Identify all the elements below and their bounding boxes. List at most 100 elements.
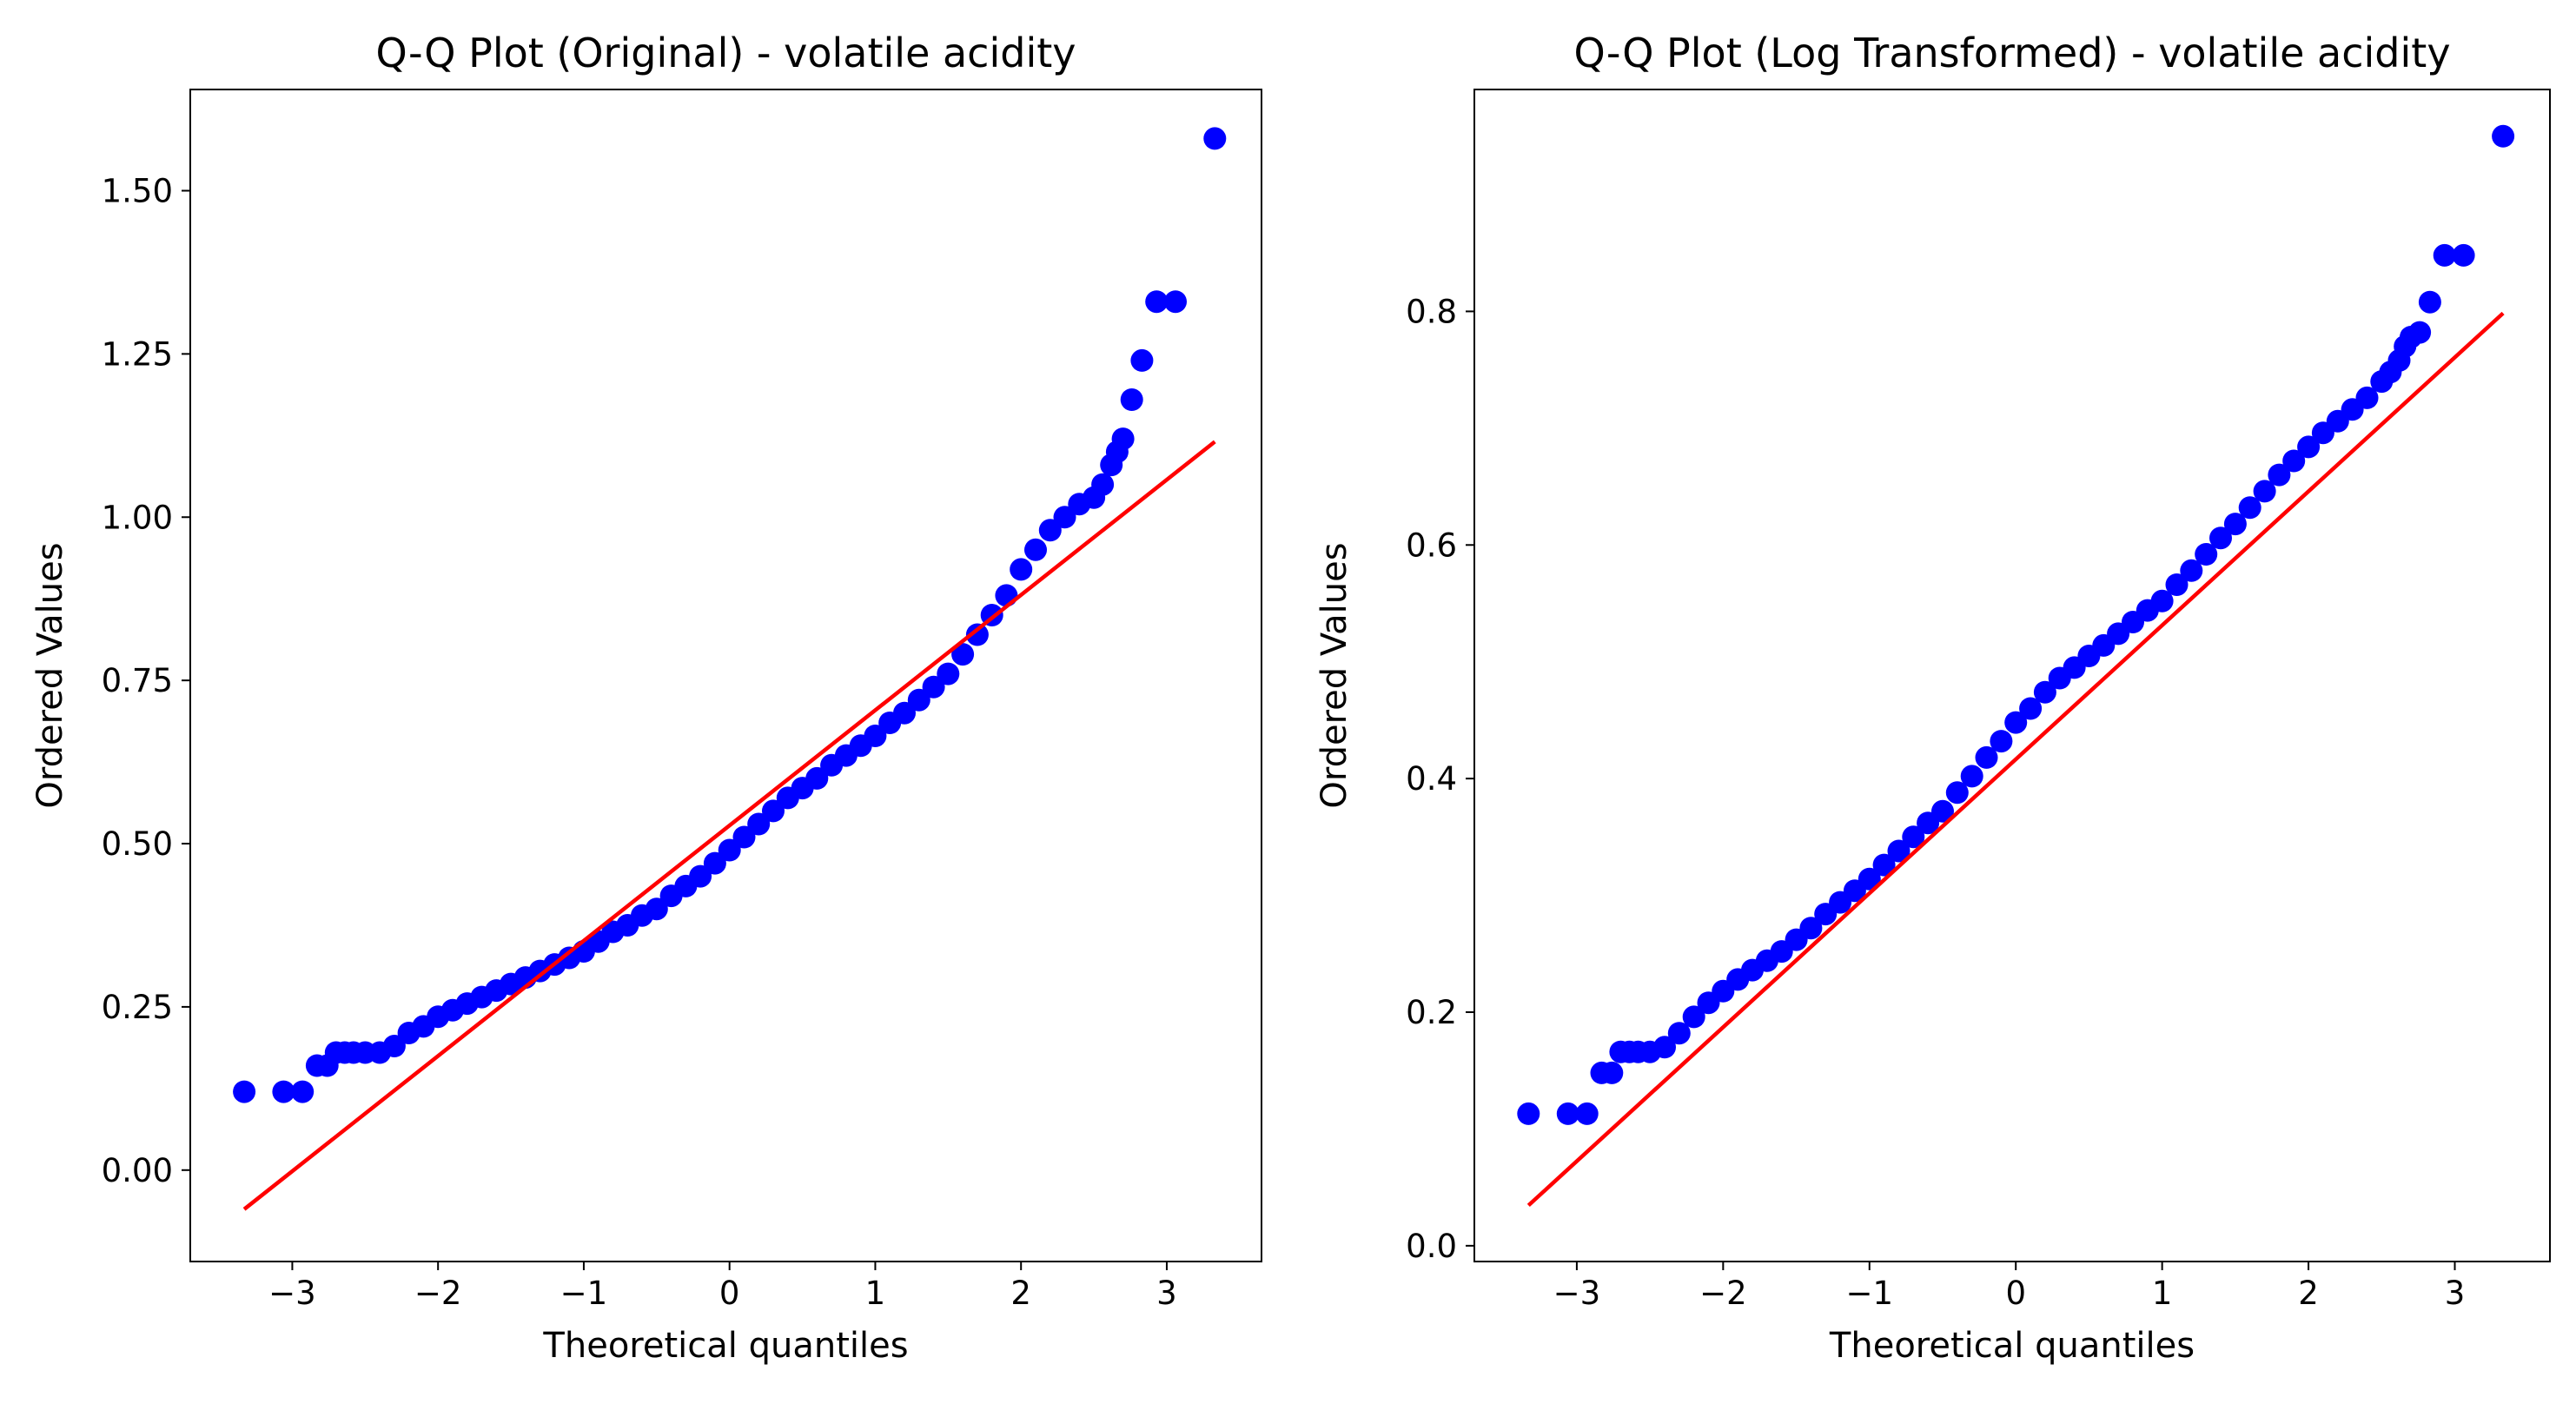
- chart-0-point: [718, 838, 741, 862]
- chart-0-y-tick-label: 0.50: [102, 825, 173, 863]
- chart-1-point: [1667, 1022, 1691, 1045]
- chart-1-y-tick-label: 0.8: [1406, 293, 1457, 330]
- chart-0-point: [747, 812, 771, 836]
- chart-1-point: [1858, 867, 1881, 891]
- chart-0-x-tick-label: 0: [719, 1275, 740, 1312]
- chart-0-point: [805, 766, 829, 790]
- chart-1-point: [2019, 697, 2043, 720]
- chart-0-point: [732, 825, 756, 849]
- chart-1-point: [2418, 290, 2441, 314]
- chart-0-point: [645, 897, 668, 921]
- chart-1-point: [1990, 730, 2013, 753]
- chart-1-x-tick-label: −3: [1553, 1275, 1601, 1312]
- chart-1-point: [1653, 1036, 1676, 1059]
- chart-0-point: [922, 675, 945, 699]
- chart-1-x-axis-label: Theoretical quantiles: [1829, 1326, 2195, 1366]
- chart-0-x-tick-label: 2: [1010, 1275, 1031, 1312]
- chart-0-x-axis-label: Theoretical quantiles: [542, 1326, 908, 1366]
- chart-0-point: [272, 1080, 295, 1103]
- chart-0-y-tick-label: 1.25: [102, 335, 173, 373]
- chart-1-point: [2355, 386, 2379, 409]
- chart-1-point: [1945, 781, 1969, 805]
- chart-1-point: [2033, 680, 2056, 704]
- chart-0-x-tick-label: 3: [1156, 1275, 1177, 1312]
- chart-1-y-axis-label: Ordered Values: [1314, 542, 1354, 808]
- qq-plot-original: −3 −2 −1 0 1 2 3 0.00 0.25 0.50 0.75 1.00 1.25 1.50 Q-…: [30, 30, 1262, 1366]
- chart-0-point: [1024, 538, 1047, 561]
- chart-0-point: [951, 643, 975, 666]
- chart-1-point: [2004, 711, 2028, 734]
- chart-1-x-tick-label: −2: [1699, 1275, 1747, 1312]
- chart-1-point: [1799, 917, 1823, 940]
- chart-0-y-tick-label: 0.00: [102, 1152, 173, 1189]
- chart-1-y-tick-label: 0.6: [1406, 526, 1457, 564]
- chart-1-point: [2238, 496, 2261, 520]
- chart-1-point: [2297, 435, 2321, 459]
- chart-0-y-tick-label: 0.25: [102, 989, 173, 1026]
- chart-1-y-tick-label: 0.2: [1406, 994, 1457, 1031]
- chart-1-point: [1975, 745, 1998, 769]
- chart-0-y-tick-label: 0.75: [102, 662, 173, 699]
- chart-0-point: [1120, 388, 1143, 411]
- chart-0-point: [1111, 427, 1135, 451]
- chart-1-point: [1682, 1005, 1705, 1029]
- chart-1-x-tick-label: 0: [2005, 1275, 2026, 1312]
- chart-0-point: [995, 584, 1018, 607]
- chart-1-point: [2408, 321, 2432, 344]
- chart-1-point: [2150, 589, 2174, 613]
- chart-0-axes-frame: [189, 89, 1262, 1262]
- chart-1-x-tick-label: −1: [1846, 1275, 1894, 1312]
- chart-0-y-tick-label: 1.50: [102, 172, 173, 209]
- chart-1-point: [1902, 825, 1925, 849]
- qq-plot-log-transformed: −3 −2 −1 0 1 2 3 0.0 0.2 0.4 0.6 0.8 Q-Q Plot (Log T…: [1314, 30, 2551, 1366]
- chart-1-y-tick-label: 0.4: [1406, 760, 1457, 798]
- chart-0-point: [762, 799, 785, 823]
- chart-0-x-tick-label: −2: [414, 1275, 462, 1312]
- chart-0-point: [937, 662, 960, 685]
- chart-0-x-tick-label: −1: [560, 1275, 608, 1312]
- chart-1-point: [1872, 853, 1896, 877]
- chart-1-point: [2195, 543, 2218, 566]
- chart-1-point: [2452, 243, 2475, 267]
- chart-1-x-tick-label: 3: [2445, 1275, 2466, 1312]
- chart-0-point: [1091, 473, 1115, 496]
- chart-1-point: [1517, 1102, 1540, 1125]
- chart-1-point: [1556, 1102, 1579, 1125]
- chart-0-point: [893, 701, 916, 725]
- chart-1-point: [2433, 243, 2456, 267]
- chart-1-point: [1931, 799, 1954, 823]
- chart-0-point: [1053, 506, 1076, 529]
- chart-0-point: [1010, 558, 1033, 581]
- chart-0-point: [907, 688, 930, 712]
- chart-0-point: [233, 1080, 256, 1103]
- chart-0-point: [1130, 348, 1154, 372]
- chart-1-point: [2165, 573, 2189, 596]
- chart-1-point: [2268, 463, 2291, 487]
- chart-1-title: Q-Q Plot (Log Transformed) - volatile ac…: [1573, 30, 2450, 76]
- chart-1-fit-line: [1526, 311, 2505, 1208]
- chart-1-point: [1575, 1102, 1599, 1125]
- chart-1-points: [1517, 124, 2515, 1125]
- chart-1-axes-frame: [1473, 89, 2551, 1262]
- chart-0-point: [703, 851, 726, 875]
- chart-0-fit-line: [242, 440, 1216, 1211]
- chart-1-point: [2180, 559, 2203, 582]
- chart-0-point: [1203, 127, 1227, 150]
- chart-0-point: [382, 1035, 406, 1057]
- chart-0-point: [689, 864, 712, 888]
- chart-0-x-tick-label: −3: [268, 1275, 316, 1312]
- chart-0-y-axis-label: Ordered Values: [30, 542, 70, 808]
- chart-0-point: [1145, 290, 1169, 314]
- chart-1-point: [2209, 526, 2232, 550]
- chart-1-point: [2223, 513, 2247, 536]
- chart-1-point: [1600, 1061, 1624, 1084]
- chart-1-x-tick-label: 1: [2152, 1275, 2173, 1312]
- chart-1-x-tick-label: 2: [2298, 1275, 2319, 1312]
- chart-0-title: Q-Q Plot (Original) - volatile acidity: [375, 30, 1076, 76]
- chart-0-point: [1038, 519, 1062, 542]
- chart-1-point: [1960, 765, 1983, 788]
- chart-1-point: [1887, 839, 1910, 863]
- chart-0-point: [965, 623, 989, 646]
